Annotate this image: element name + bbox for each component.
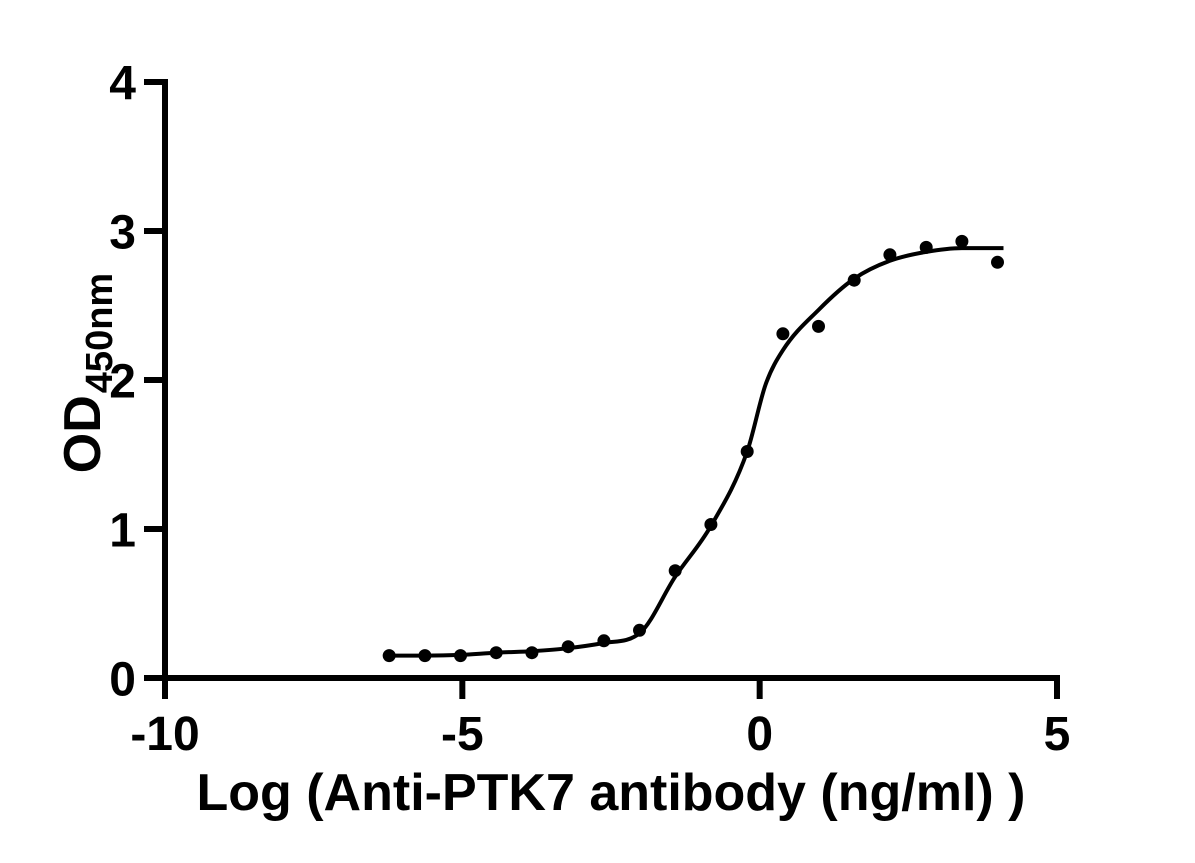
y-tick-label: 4 (109, 57, 136, 110)
data-point (776, 327, 790, 341)
x-axis-ticks: -10 -5 0 5 (130, 681, 1070, 761)
data-point (847, 273, 861, 287)
data-point (919, 240, 933, 254)
data-point (525, 646, 539, 660)
x-axis-title: Log (Anti-PTK7 antibody (ng/ml) ) (197, 764, 1026, 822)
y-tick-label: 0 (109, 653, 136, 706)
y-axis-title: OD450nm (54, 273, 121, 473)
data-point (561, 640, 575, 654)
data-point (883, 248, 897, 262)
y-axis-title-main: OD (54, 395, 112, 473)
y-tick-label: 3 (109, 206, 136, 259)
data-point (382, 649, 396, 663)
data-point (740, 445, 754, 458)
data-point (668, 564, 682, 578)
x-tick-label: 0 (746, 708, 773, 761)
x-tick-label: 5 (1044, 708, 1071, 761)
data-point (454, 649, 467, 663)
data-point (704, 518, 718, 531)
fit-curve (385, 246, 1004, 658)
x-tick-label: -5 (441, 708, 484, 761)
data-point (955, 234, 969, 248)
y-tick-label: 1 (109, 504, 136, 557)
data-point (489, 646, 503, 660)
data-point (812, 319, 825, 333)
data-point (633, 623, 646, 637)
y-axis-title-subscript: 450nm (79, 273, 121, 393)
data-point (991, 255, 1004, 269)
data-points (382, 234, 1004, 663)
x-tick-label: -10 (130, 708, 199, 761)
fit-curve-path (385, 246, 1004, 658)
data-point (597, 634, 611, 648)
data-point (418, 649, 432, 663)
y-axis-ticks: 0 1 2 3 4 (109, 57, 162, 706)
y-tick-label: 2 (109, 355, 136, 408)
